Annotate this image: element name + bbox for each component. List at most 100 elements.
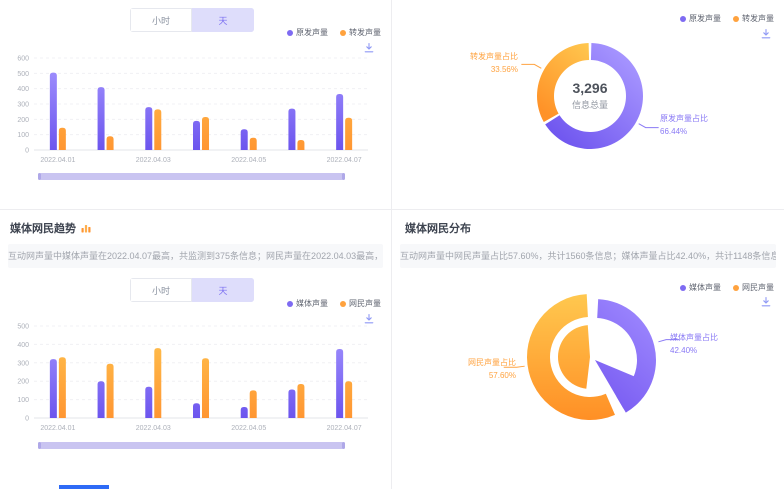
svg-text:500: 500 [17, 71, 29, 78]
donut-slice-original[interactable] [545, 43, 643, 150]
toggle-hour-button[interactable]: 小时 [130, 8, 192, 32]
slice-label-name: 网民声量占比 [468, 358, 516, 367]
legend-label: 原发声量 [296, 28, 328, 37]
bar[interactable] [193, 403, 200, 418]
slice-label-pct: 66.44% [660, 127, 688, 136]
pie-inner-netizen[interactable] [558, 325, 590, 389]
slice-label-netizen: 网民声量占比 57.60% [412, 356, 516, 382]
bar-chart-media: 0 100 200 300 400 500 2022.04.01 2022.04.03 2022… [17, 324, 368, 432]
pie-ring-netizen[interactable] [527, 294, 615, 420]
legend: 媒体声量 网民声量 [287, 298, 381, 309]
panel-title-row: 媒体网民分布 [405, 220, 471, 236]
slice-label-media: 媒体声量占比 42.40% [670, 331, 774, 357]
legend-item-original[interactable]: 原发声量 [680, 13, 721, 24]
legend-dot-purple [287, 29, 293, 36]
bar[interactable] [193, 120, 200, 150]
bar[interactable] [240, 129, 248, 150]
legend-dot-purple [680, 15, 686, 22]
legend-item-netizen[interactable]: 网民声量 [733, 282, 774, 293]
bar[interactable] [58, 127, 66, 150]
bar[interactable] [106, 363, 114, 418]
bar[interactable] [49, 72, 57, 150]
label-connector-line [521, 63, 542, 69]
svg-text:600: 600 [17, 56, 29, 63]
download-icon[interactable] [760, 296, 772, 308]
download-icon[interactable] [760, 28, 772, 40]
bar[interactable] [345, 381, 353, 418]
legend-dot-orange [340, 29, 346, 36]
bar[interactable] [97, 87, 105, 150]
legend-item-netizen[interactable]: 网民声量 [340, 298, 381, 309]
svg-text:2022.04.05: 2022.04.05 [231, 157, 266, 164]
bar[interactable] [202, 358, 209, 418]
bar[interactable] [154, 109, 162, 150]
bar[interactable] [345, 117, 353, 150]
time-granularity-toggle: 小时 天 [130, 278, 254, 302]
toggle-day-button[interactable]: 天 [192, 278, 254, 302]
slider-handle-left[interactable] [38, 442, 41, 449]
toggle-hour-button[interactable]: 小时 [130, 278, 192, 302]
svg-text:100: 100 [17, 397, 29, 404]
bar[interactable] [249, 137, 257, 150]
bottom-blue-strip [59, 485, 109, 489]
bar[interactable] [288, 108, 296, 150]
legend-dot-orange [340, 300, 346, 307]
slider-handle-right[interactable] [342, 442, 345, 449]
panel-media-dist: 媒体网民分布 互动网声量中网民声量占比57.60%，共计1560条信息；媒体声量… [392, 210, 784, 489]
bar-chart-origin: 0 100 200 300 400 500 600 2022.04.01 2022.04.03 2… [17, 56, 368, 164]
pie-chart-media [503, 294, 680, 420]
bar[interactable] [249, 390, 257, 418]
bar[interactable] [297, 140, 305, 150]
bar[interactable] [106, 136, 114, 150]
legend-dot-purple [680, 284, 686, 291]
bar[interactable] [145, 107, 153, 150]
legend-item-media[interactable]: 媒体声量 [287, 298, 328, 309]
slider-handle-right[interactable] [342, 173, 345, 180]
panel-origin-trend: 小时 天 原发声量 转发声量 0 100 200 300 400 500 600 2022.0… [0, 0, 392, 210]
pie-wedge-media[interactable] [595, 360, 647, 409]
bar[interactable] [202, 117, 209, 150]
legend: 原发声量 转发声量 [680, 13, 774, 24]
svg-text:2022.04.07: 2022.04.07 [327, 425, 362, 432]
legend-label: 网民声量 [742, 283, 774, 292]
bar[interactable] [288, 389, 296, 418]
legend-label: 网民声量 [349, 299, 381, 308]
slice-label-pct: 33.56% [490, 65, 518, 74]
bar[interactable] [240, 406, 248, 418]
bar[interactable] [154, 348, 162, 418]
download-icon[interactable] [363, 42, 375, 54]
svg-text:2022.04.07: 2022.04.07 [327, 157, 362, 164]
legend-item-media[interactable]: 媒体声量 [680, 282, 721, 293]
download-icon[interactable] [363, 313, 375, 325]
legend-item-repost[interactable]: 转发声量 [340, 27, 381, 38]
datazoom-slider[interactable] [38, 442, 345, 449]
total-label: 信息总量 [571, 100, 608, 110]
donut-center-text: 3,296 信息总量 [530, 80, 650, 111]
slice-label-original: 原发声量占比 66.44% [660, 112, 764, 138]
panel-media-trend: 媒体网民趋势 互动网声量中媒体声量在2022.04.07最高，共监测到375条信… [0, 210, 392, 489]
legend-label: 原发声量 [689, 14, 721, 23]
bar[interactable] [58, 357, 66, 418]
total-count: 3,296 [572, 80, 608, 96]
svg-text:200: 200 [17, 379, 29, 386]
donut-chart-origin [521, 43, 659, 150]
bar[interactable] [49, 359, 57, 418]
svg-text:400: 400 [17, 86, 29, 93]
datazoom-slider[interactable] [38, 173, 345, 180]
bar[interactable] [297, 383, 305, 418]
bar[interactable] [336, 349, 344, 418]
legend-item-original[interactable]: 原发声量 [287, 27, 328, 38]
panel-description: 互动网声量中媒体声量在2022.04.07最高，共监测到375条信息；网民声量在… [8, 244, 383, 268]
legend-label: 转发声量 [742, 14, 774, 23]
donut-slice-repost[interactable] [537, 43, 590, 122]
bar[interactable] [336, 94, 344, 150]
slice-label-name: 媒体声量占比 [670, 333, 718, 342]
legend-item-repost[interactable]: 转发声量 [733, 13, 774, 24]
toggle-day-button[interactable]: 天 [192, 8, 254, 32]
slider-handle-left[interactable] [38, 173, 41, 180]
time-granularity-toggle: 小时 天 [130, 8, 254, 32]
svg-text:200: 200 [17, 117, 29, 124]
bar[interactable] [97, 381, 105, 418]
bar[interactable] [145, 386, 153, 418]
